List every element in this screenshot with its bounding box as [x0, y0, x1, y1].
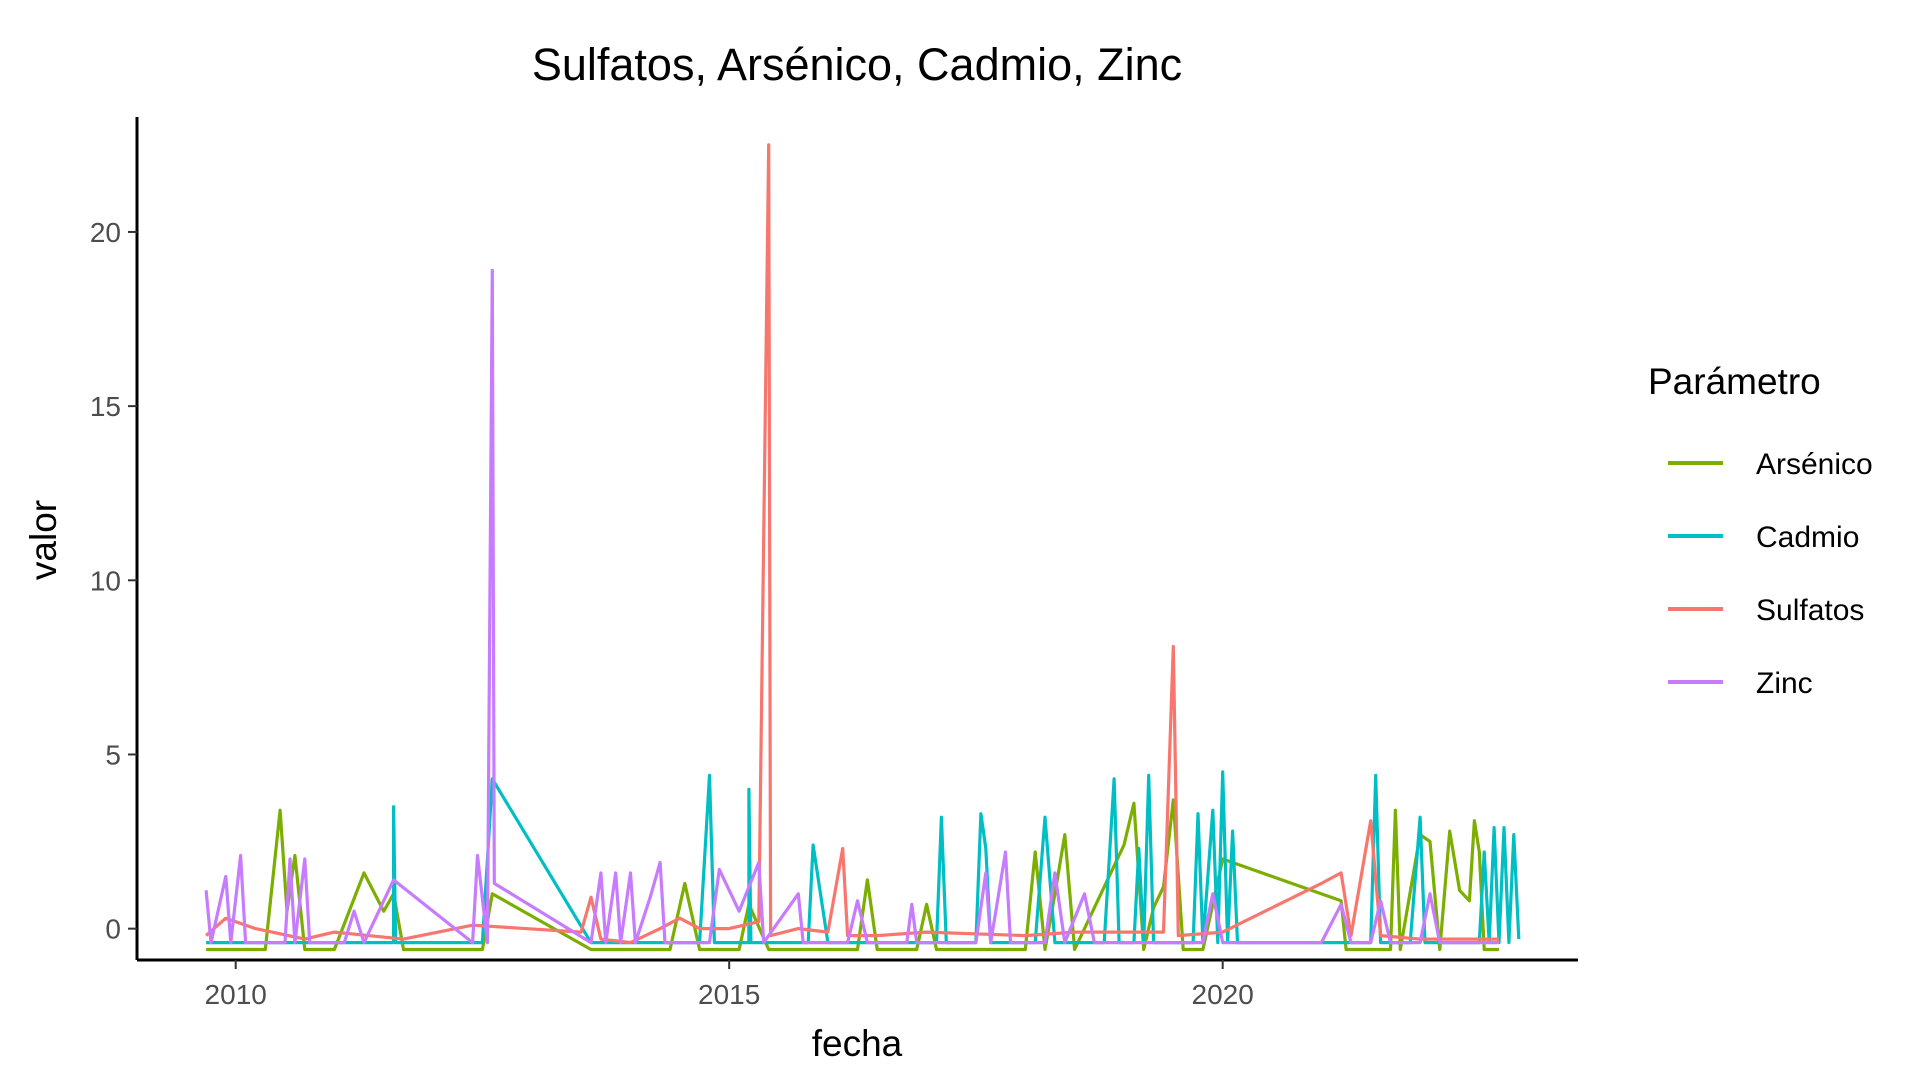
x-axis-title: fecha [812, 1023, 903, 1064]
series-line-sulfatos [205, 143, 1499, 945]
y-axis-title: valor [23, 500, 64, 580]
legend-label: Sulfatos [1756, 594, 1864, 627]
legend-label: Cadmio [1756, 521, 1859, 554]
series-line-zinc [204, 268, 1499, 945]
x-tick-label: 2020 [1192, 979, 1254, 1010]
y-tick-label: 10 [90, 565, 121, 596]
x-ticks: 2010 2015 2020 [205, 960, 1254, 1010]
y-ticks: 0 5 10 15 20 [90, 217, 137, 945]
y-tick-label: 15 [90, 391, 121, 422]
x-tick-label: 2015 [698, 979, 760, 1010]
legend: Arsénico Cadmio Sulfatos Zinc [1668, 448, 1873, 700]
legend-label: Zinc [1756, 667, 1813, 700]
x-tick-label: 2010 [205, 979, 267, 1010]
chart-title: Sulfatos, Arsénico, Cadmio, Zinc [532, 39, 1182, 90]
legend-title: Parámetro [1648, 361, 1821, 402]
y-tick-label: 0 [105, 914, 121, 945]
y-tick-label: 20 [90, 217, 121, 248]
y-tick-label: 5 [105, 739, 121, 770]
plot-lines [204, 143, 1521, 952]
legend-label: Arsénico [1756, 448, 1873, 481]
